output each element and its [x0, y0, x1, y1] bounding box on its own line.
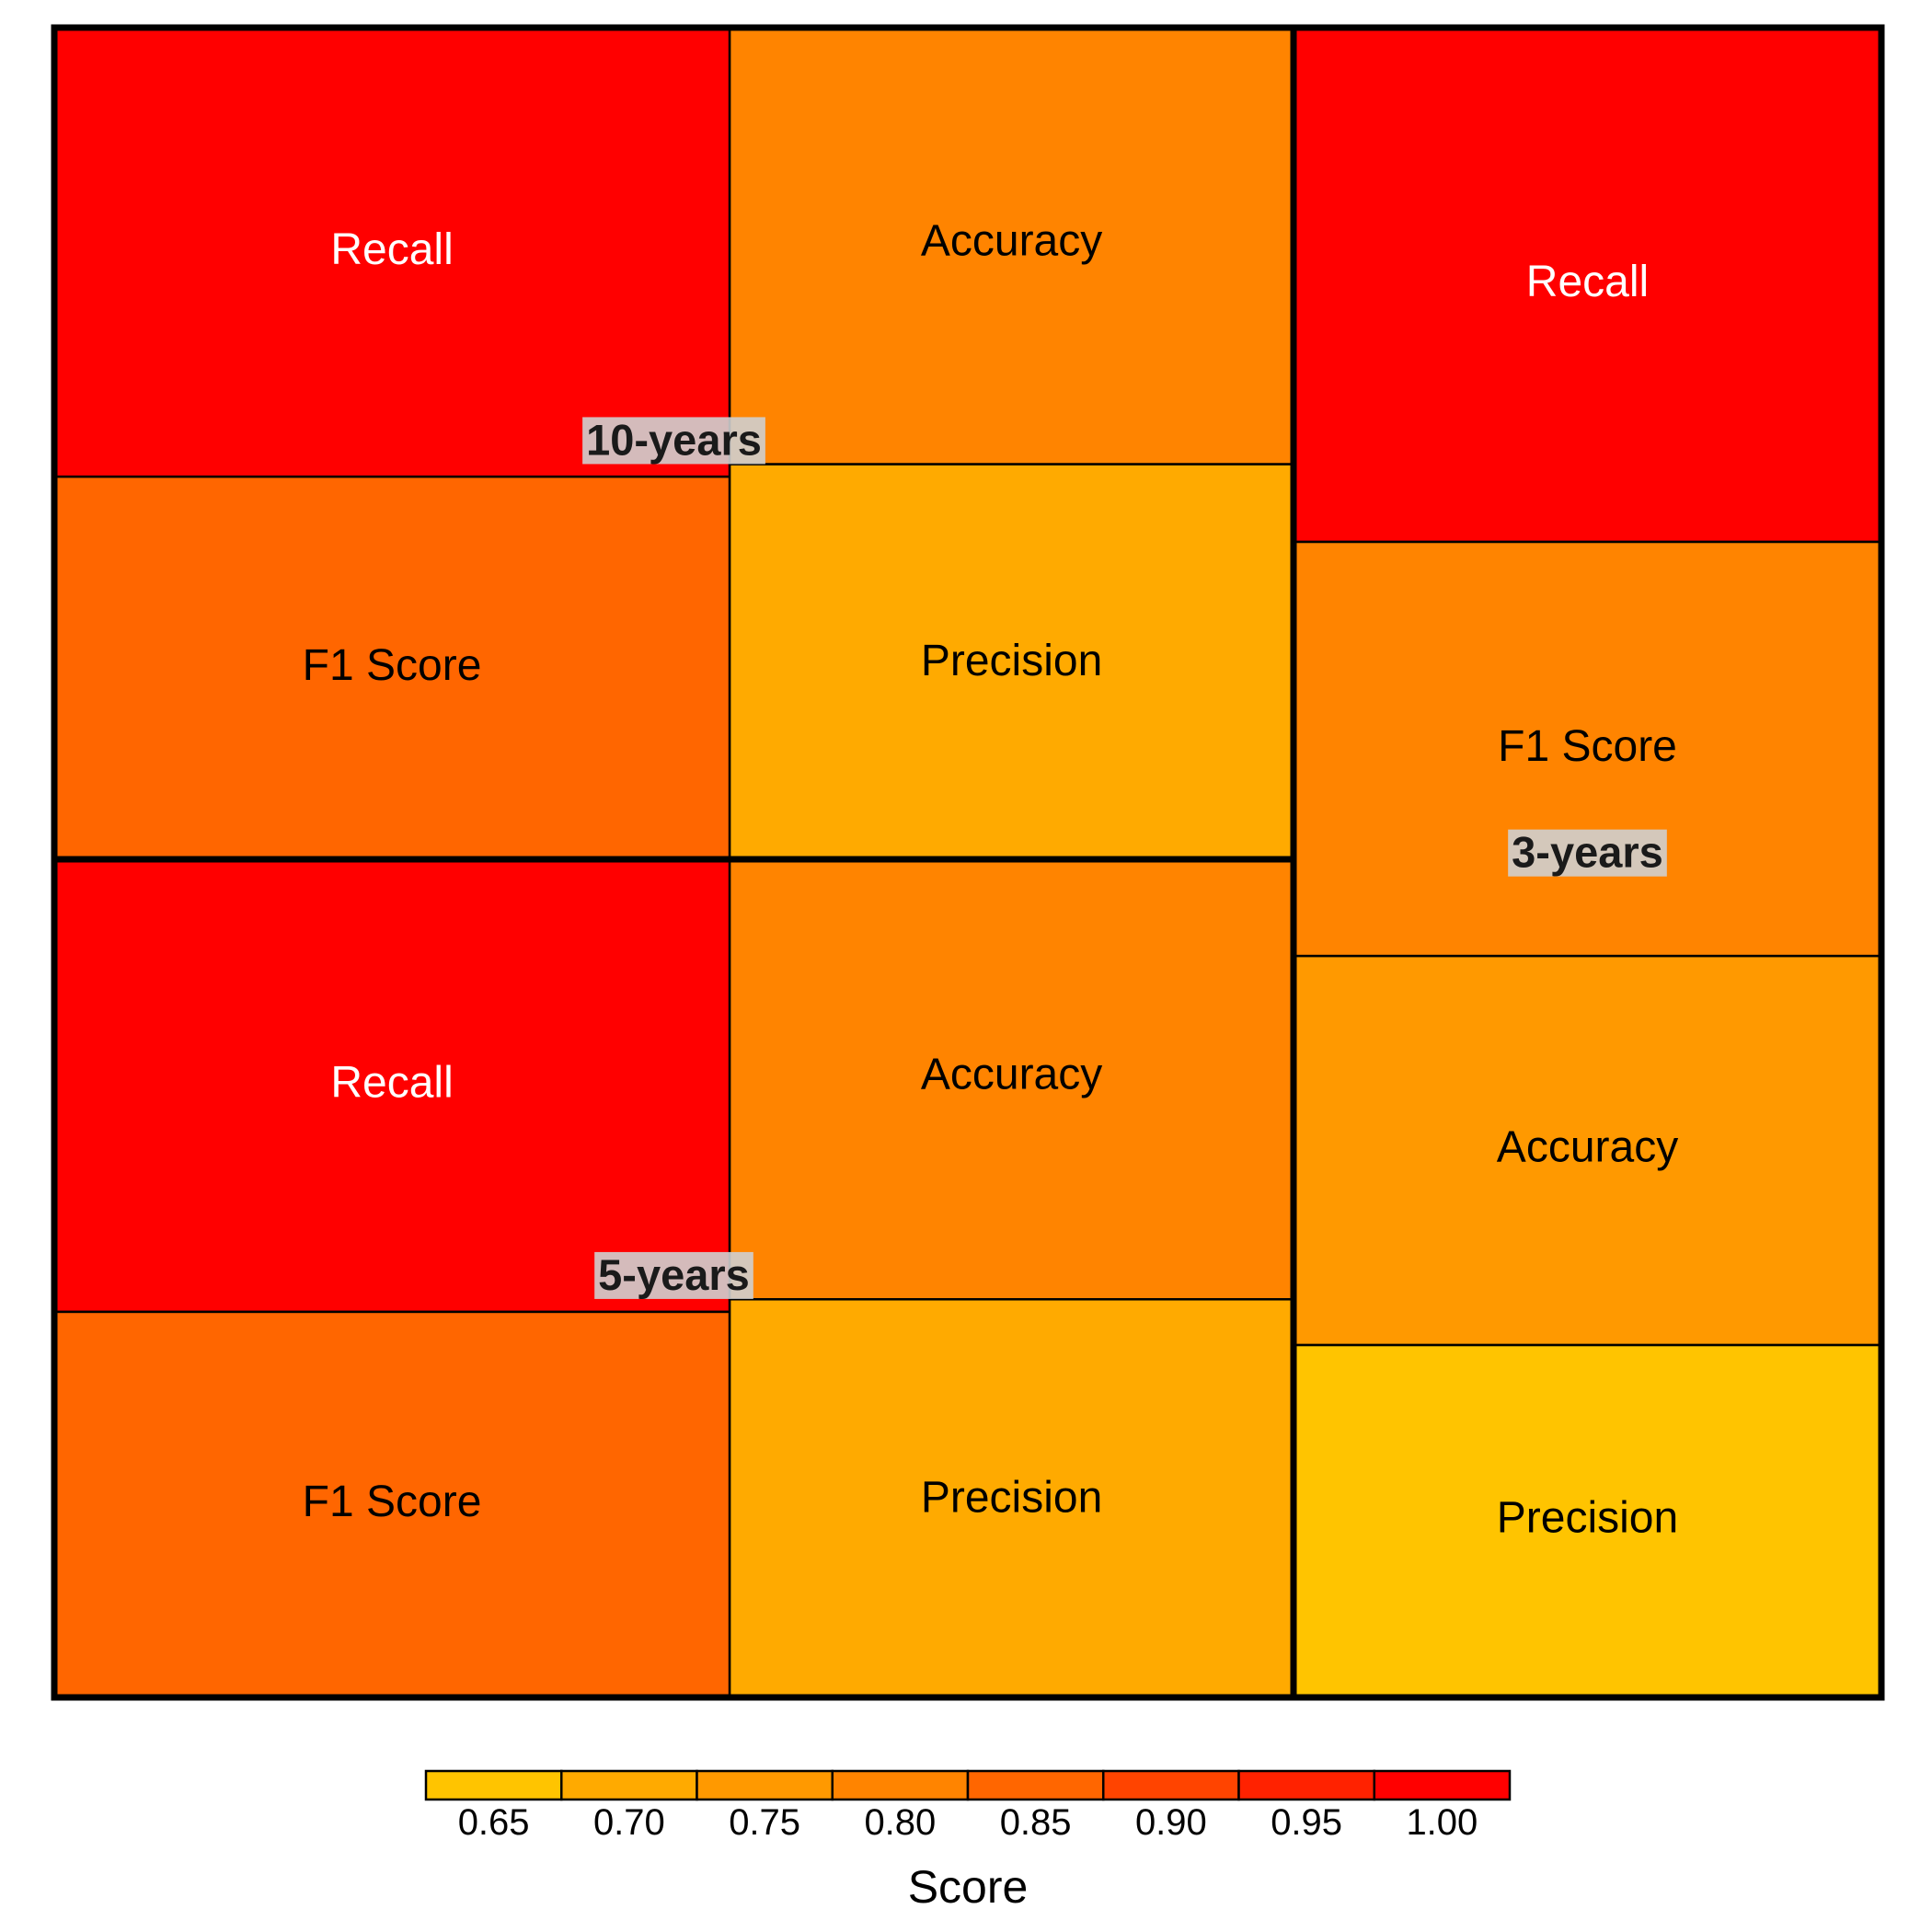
group-label-bg — [582, 417, 765, 465]
group-label: 3-years — [1512, 828, 1663, 877]
group-labels-layer: 10-years 5-years 3-years — [582, 415, 1667, 1299]
group-10-years: Recall Accuracy F1 Score Precision — [52, 26, 1295, 861]
legend-tick-label: 1.00 — [1406, 1802, 1478, 1843]
tile-label: F1 Score — [1498, 722, 1677, 771]
group-label: 5-years — [598, 1250, 750, 1299]
legend-swatch — [966, 1769, 1105, 1801]
tile-label: Accuracy — [921, 1051, 1102, 1099]
group-5-years: Recall Accuracy F1 Score Precision — [52, 857, 1295, 1699]
legend-tick-label: 0.80 — [864, 1802, 936, 1843]
tile-label: Accuracy — [1497, 1122, 1678, 1171]
group-border — [1290, 24, 1885, 1701]
group-label-3-years: 3-years — [1508, 828, 1667, 877]
legend-tick-label: 0.65 — [458, 1802, 530, 1843]
tile-10-years-f1-score — [52, 475, 731, 861]
group-label-10-years: 10-years — [582, 415, 765, 465]
tile-label: F1 Score — [303, 1478, 482, 1526]
tile-5-years-precision — [728, 1298, 1295, 1699]
tile-5-years-accuracy — [728, 857, 1295, 1301]
legend-swatch — [1102, 1769, 1240, 1801]
legend-swatch — [696, 1769, 834, 1801]
tile-label: Precision — [921, 637, 1102, 685]
tiles-layer: Recall Accuracy F1 Score Precision Recall Acc… — [52, 26, 1883, 1699]
group-3-years: Recall F1 Score Accuracy Precision — [1292, 26, 1883, 1699]
legend-tick-label: 0.70 — [593, 1802, 665, 1843]
group-label-bg — [594, 1251, 753, 1299]
legend-swatch — [1237, 1769, 1375, 1801]
legend-swatch — [831, 1769, 970, 1801]
tile-label: Recall — [330, 1059, 453, 1108]
tile-3-years-accuracy — [1292, 954, 1883, 1347]
legend-swatch — [560, 1769, 698, 1801]
tile-label: Recall — [1526, 258, 1649, 306]
tile-10-years-precision — [728, 463, 1295, 861]
group-borders-layer — [51, 24, 1885, 1701]
group-label-bg — [1508, 829, 1667, 877]
legend-tick-label: 0.75 — [729, 1802, 800, 1843]
legend-tick-label: 0.95 — [1271, 1802, 1342, 1843]
group-label-5-years: 5-years — [594, 1250, 753, 1299]
legend-swatch — [1373, 1769, 1512, 1801]
tile-5-years-recall — [52, 857, 731, 1314]
legend-title: Score — [908, 1861, 1029, 1913]
legend-tick-label: 0.90 — [1135, 1802, 1207, 1843]
tile-label: Precision — [921, 1474, 1102, 1523]
legend-swatch — [424, 1769, 563, 1801]
tile-label: Accuracy — [921, 217, 1102, 266]
group-label: 10-years — [586, 415, 762, 464]
legend: 0.65 0.70 0.75 0.80 0.85 0.90 0.95 1.00 Score — [424, 1769, 1512, 1913]
tile-10-years-recall — [52, 26, 731, 478]
tile-label: F1 Score — [303, 641, 482, 690]
tile-3-years-recall — [1292, 26, 1883, 544]
tile-5-years-f1-score — [52, 1310, 731, 1699]
tile-3-years-precision — [1292, 1343, 1883, 1699]
legend-tick-label: 0.85 — [1000, 1802, 1072, 1843]
tile-label: Precision — [1497, 1493, 1678, 1542]
tile-label: Recall — [330, 225, 453, 274]
